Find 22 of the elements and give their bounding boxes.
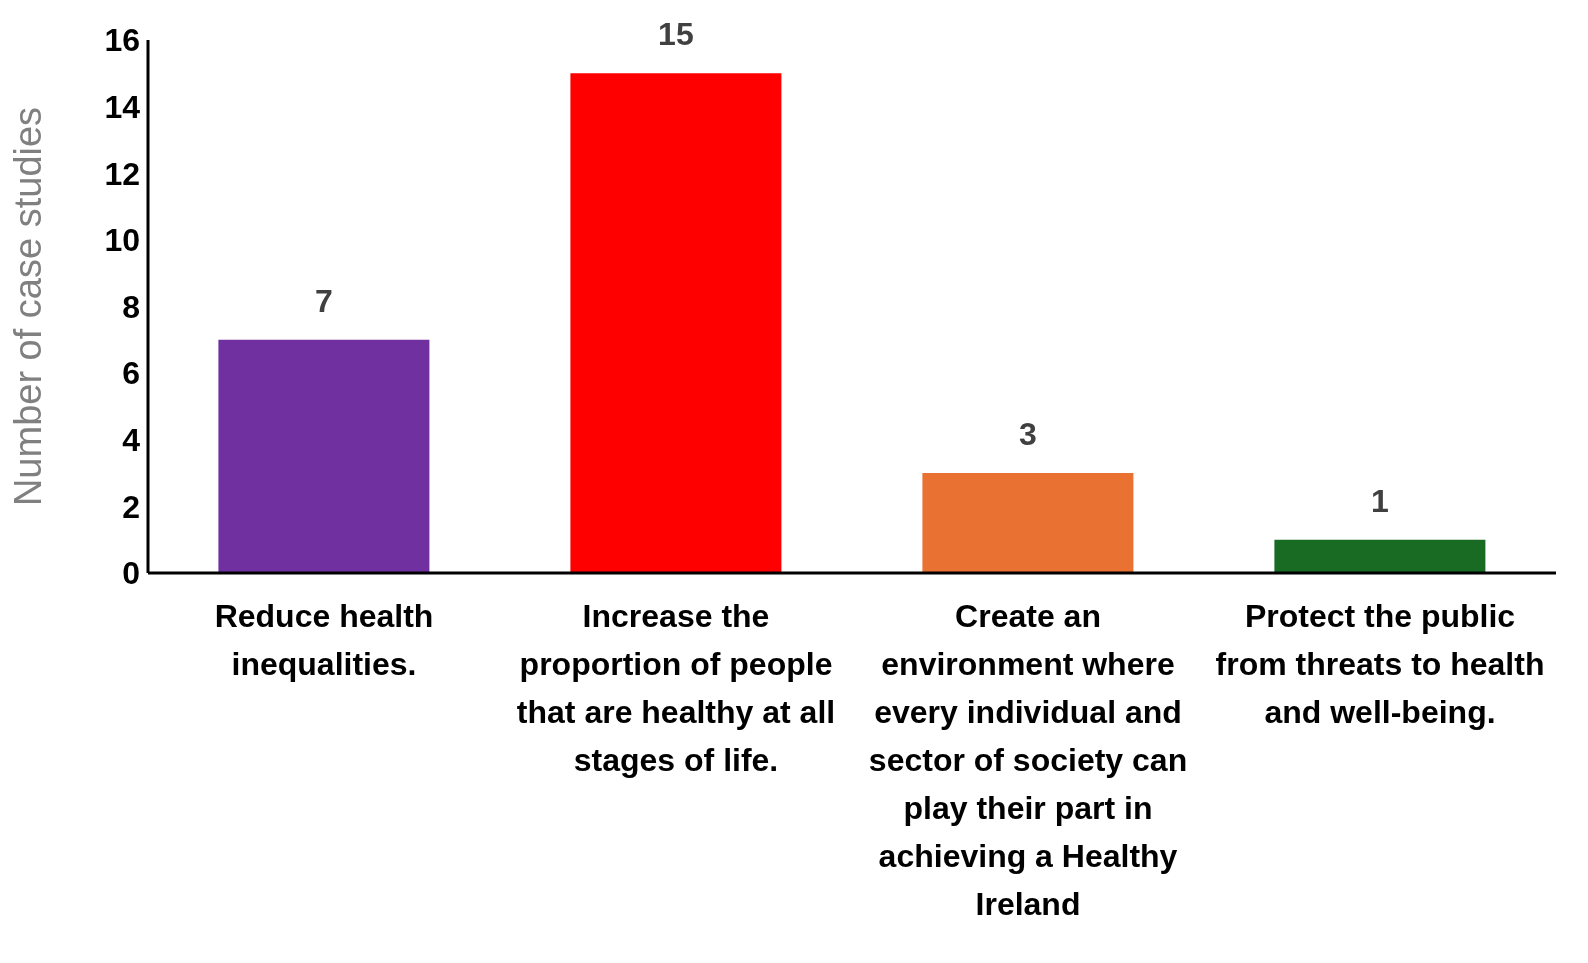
y-tick-label: 6	[122, 355, 140, 392]
y-tick-label: 14	[104, 88, 141, 125]
y-axis-title: Number of case studies	[7, 106, 50, 507]
data-label: 7	[315, 282, 333, 319]
data-label: 1	[1371, 482, 1389, 519]
y-tick-label: 12	[104, 155, 140, 192]
x-tick-label: Increase the proportion of people that are healthy at all stages of life.	[516, 598, 836, 778]
bar	[218, 339, 430, 573]
y-tick-label: 0	[122, 555, 140, 592]
y-tick-label: 10	[104, 222, 140, 259]
x-tick-label: Create an environment where every individual and sector of society can play their part in achieving a Healthy Ireland	[868, 598, 1188, 922]
x-tick-label: Reduce health inequalities.	[214, 598, 434, 682]
y-tick-label: 8	[122, 288, 140, 325]
data-label: 15	[658, 16, 694, 53]
y-tick-label: 2	[122, 488, 140, 525]
bar	[1274, 539, 1486, 573]
data-label: 3	[1019, 416, 1037, 453]
x-tick-label: Protect the public from threats to health and well-being.	[1215, 598, 1545, 730]
y-tick-label: 4	[122, 422, 141, 459]
bar	[570, 73, 782, 573]
y-tick-label: 16	[104, 22, 140, 59]
bar	[922, 473, 1134, 573]
